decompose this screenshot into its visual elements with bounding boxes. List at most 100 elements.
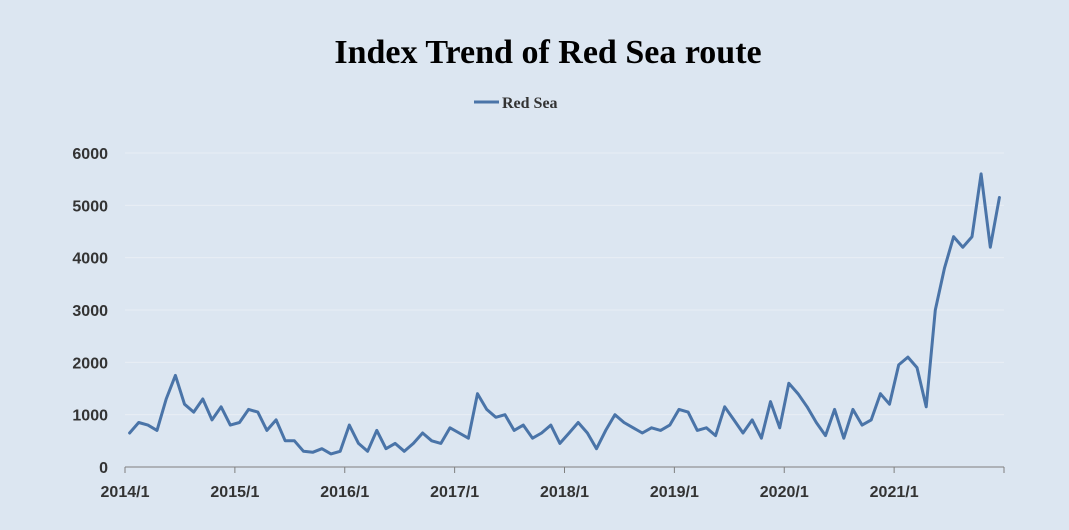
y-tick-label: 3000: [72, 303, 108, 320]
data-point: [970, 235, 974, 238]
data-point: [613, 413, 617, 416]
data-point: [787, 382, 790, 385]
data-point: [284, 439, 287, 442]
x-tick-label: 2020/1: [760, 484, 809, 501]
data-point: [311, 451, 314, 454]
data-point: [458, 431, 461, 435]
data-point: [348, 423, 351, 427]
data-point: [604, 429, 607, 432]
data-point: [357, 442, 360, 445]
chart-title: Index Trend of Red Sea route: [334, 34, 761, 71]
data-point: [650, 426, 653, 429]
data-point: [815, 421, 818, 424]
data-point: [274, 418, 278, 422]
series-layer: [128, 172, 1001, 456]
data-point: [751, 418, 754, 422]
data-point: [412, 442, 415, 445]
data-point: [165, 397, 168, 401]
data-point: [494, 416, 497, 419]
data-point: [989, 246, 992, 249]
data-point: [302, 450, 305, 453]
data-point: [210, 418, 214, 422]
data-point: [229, 423, 232, 427]
data-point: [430, 439, 433, 442]
data-point: [870, 418, 873, 422]
x-axis-ticks: 2014/1 2015/1 2016/1 2017/1 2018/1 2019/1 2020…: [101, 467, 1005, 501]
data-point: [174, 374, 177, 377]
data-point: [238, 421, 241, 424]
legend: Red Sea: [474, 95, 558, 112]
data-point: [805, 405, 809, 408]
data-point: [879, 392, 882, 395]
data-point: [512, 429, 516, 432]
data-point: [979, 172, 983, 176]
data-point: [219, 405, 223, 408]
data-point: [329, 452, 333, 456]
data-point: [961, 246, 964, 249]
data-point: [155, 429, 159, 432]
data-point: [732, 418, 736, 422]
grid: [125, 152, 1004, 416]
data-point: [860, 423, 864, 427]
data-point: [998, 196, 1001, 199]
data-point: [577, 421, 580, 424]
data-point: [485, 408, 488, 411]
data-point: [540, 431, 543, 435]
data-point: [586, 431, 589, 435]
data-point: [641, 431, 644, 435]
data-point: [293, 439, 296, 442]
data-point: [796, 392, 800, 395]
data-point: [128, 431, 131, 435]
data-point: [952, 235, 955, 238]
y-tick-label: 4000: [72, 251, 108, 268]
data-point: [201, 397, 204, 401]
legend-label: Red Sea: [502, 95, 558, 112]
data-point: [906, 355, 910, 359]
y-tick-label: 5000: [72, 198, 108, 215]
data-point: [320, 447, 324, 450]
y-tick-label: 0: [99, 460, 108, 477]
y-tick-label: 2000: [72, 355, 108, 372]
data-point: [595, 447, 598, 450]
data-point: [439, 442, 443, 445]
data-point: [384, 447, 388, 450]
data-point: [888, 403, 891, 406]
series-line-red-sea: [128, 172, 1001, 456]
data-point: [403, 450, 406, 453]
x-tick-label: 2017/1: [430, 484, 479, 501]
data-point: [622, 421, 626, 424]
data-point: [677, 408, 681, 411]
data-point: [696, 429, 699, 432]
data-point: [705, 426, 708, 429]
y-tick-label: 6000: [72, 146, 108, 163]
data-point: [925, 405, 928, 408]
data-point: [567, 431, 571, 435]
data-point: [723, 405, 726, 408]
data-point: [476, 392, 479, 395]
data-point: [558, 442, 562, 445]
data-point: [686, 410, 690, 414]
data-point: [421, 431, 424, 435]
x-tick-label: 2014/1: [101, 484, 150, 501]
data-point: [183, 403, 186, 406]
y-tick-label: 1000: [72, 408, 108, 425]
data-point: [668, 423, 671, 427]
data-point: [851, 408, 855, 411]
data-point: [760, 437, 763, 440]
data-point: [366, 450, 369, 453]
data-point: [137, 421, 140, 424]
data-point: [659, 429, 662, 432]
data-point: [714, 434, 717, 437]
x-tick-label: 2019/1: [650, 484, 699, 501]
data-point: [549, 423, 552, 427]
data-point: [393, 442, 397, 445]
data-point: [146, 423, 150, 427]
data-point: [503, 413, 507, 416]
data-point: [522, 423, 525, 427]
x-tick-label: 2016/1: [320, 484, 369, 501]
x-tick-label: 2015/1: [210, 484, 259, 501]
data-point: [778, 426, 781, 429]
data-point: [247, 408, 250, 411]
